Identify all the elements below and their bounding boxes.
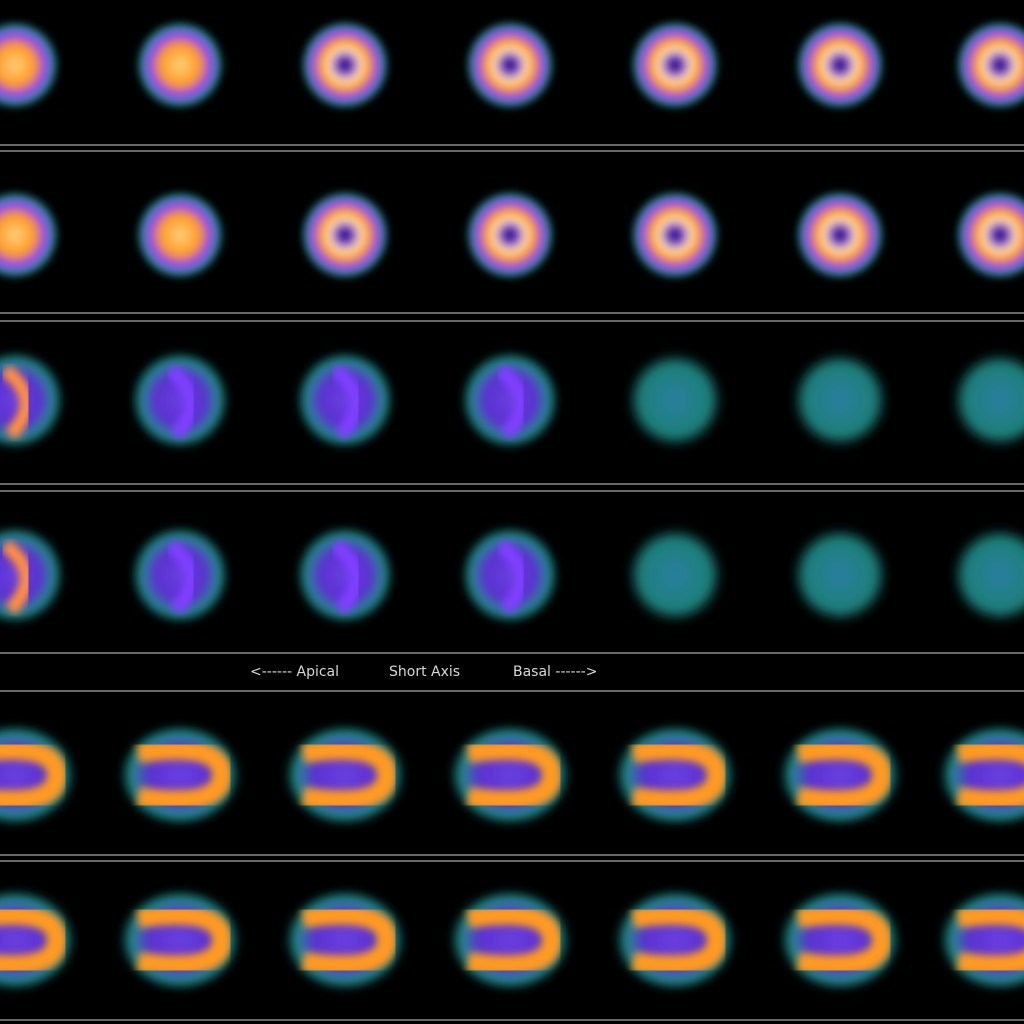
slice xyxy=(938,888,1024,992)
slice xyxy=(295,525,395,625)
slice-wall xyxy=(0,364,34,440)
slice xyxy=(460,525,560,625)
slice xyxy=(790,350,890,450)
slice-wall xyxy=(330,539,364,615)
slice-wall xyxy=(466,739,563,811)
slice-wall xyxy=(301,739,398,811)
slice xyxy=(466,21,554,109)
slice xyxy=(950,350,1024,450)
slice xyxy=(130,350,230,450)
slice-wall xyxy=(796,739,893,811)
slice xyxy=(956,21,1024,109)
slice xyxy=(295,350,395,450)
slice-wall xyxy=(495,364,529,440)
slice xyxy=(790,525,890,625)
slice xyxy=(301,191,389,279)
slice xyxy=(631,191,719,279)
slice-wall xyxy=(136,904,233,976)
slice xyxy=(796,21,884,109)
separators xyxy=(0,144,1024,1021)
slice xyxy=(625,525,725,625)
slice xyxy=(0,191,59,279)
slice xyxy=(136,191,224,279)
slice-wall xyxy=(466,904,563,976)
slice xyxy=(136,21,224,109)
slice-wall xyxy=(0,539,34,615)
slice xyxy=(950,525,1024,625)
slice-wall xyxy=(301,904,398,976)
slice xyxy=(301,21,389,109)
slice xyxy=(130,525,230,625)
slice-wall xyxy=(136,739,233,811)
slice-wall xyxy=(495,539,529,615)
slice xyxy=(631,21,719,109)
slice xyxy=(796,191,884,279)
slice-wall xyxy=(631,739,728,811)
slices xyxy=(0,21,1024,992)
slice xyxy=(460,350,560,450)
slice xyxy=(466,191,554,279)
slice xyxy=(0,21,59,109)
apical-label: <------ Apical xyxy=(250,664,339,680)
slice-wall xyxy=(0,904,68,976)
slice-wall xyxy=(956,904,1024,976)
slice xyxy=(625,350,725,450)
slice-wall xyxy=(631,904,728,976)
slice-wall xyxy=(0,739,68,811)
slice xyxy=(938,723,1024,827)
basal-label: Basal ------> xyxy=(513,664,597,680)
view-label: Short Axis xyxy=(389,664,460,680)
slice xyxy=(956,191,1024,279)
slice-wall xyxy=(796,904,893,976)
slice-wall xyxy=(165,539,199,615)
slice-wall xyxy=(330,364,364,440)
slice-wall xyxy=(956,739,1024,811)
slice-wall xyxy=(165,364,199,440)
